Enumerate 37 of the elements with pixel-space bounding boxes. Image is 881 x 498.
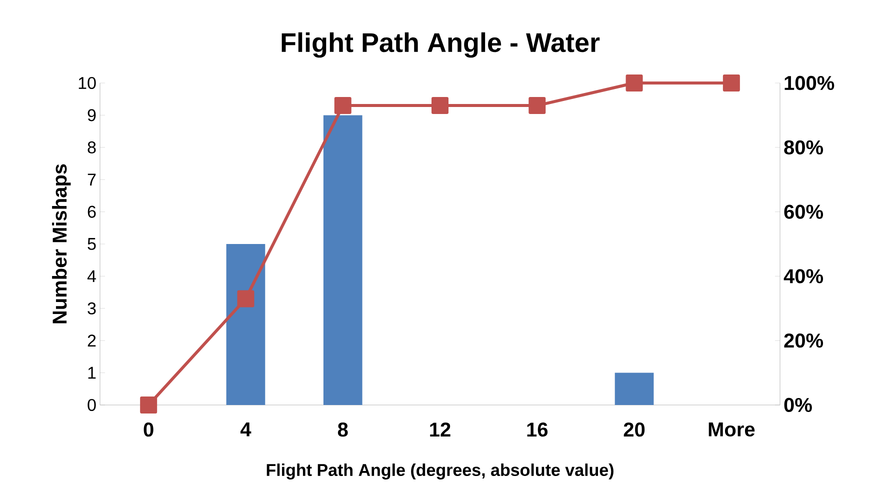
y2-tick-label: 40% (784, 269, 824, 284)
point (528, 97, 546, 114)
bar (323, 115, 362, 405)
y-tick-label: 4 (87, 270, 96, 282)
x-tick-label: More (708, 422, 755, 436)
chart-title: Flight Path Angle - Water (282, 32, 600, 58)
x-tick-label: 20 (624, 422, 645, 437)
y2-tick-label: 80% (784, 140, 824, 154)
y-tick-label: 1 (88, 366, 96, 379)
x-tick-label: 0 (144, 422, 154, 437)
point (722, 74, 740, 92)
y-tick-label: 8 (88, 141, 96, 154)
x-axis-title: Flight Path Angle (degrees, absolute value) (266, 464, 614, 480)
point (432, 97, 448, 114)
y2-tick-label: 20% (784, 334, 824, 348)
y-tick-label: 6 (88, 206, 96, 218)
y2-tick-label: 0% (784, 398, 812, 412)
y-tick-label: 3 (88, 302, 96, 314)
point (626, 74, 643, 92)
y-tick-label: 7 (88, 174, 96, 186)
x-tick-label: 16 (527, 422, 548, 437)
y-tick-label: 2 (88, 334, 96, 347)
y-tick-label: 9 (88, 109, 96, 122)
point (334, 97, 352, 114)
y2-tick-label: 100% (784, 76, 834, 90)
y2-tick-label: 60% (784, 204, 824, 219)
bar (614, 372, 654, 405)
x-tick-label: 8 (338, 422, 348, 437)
bar (226, 244, 266, 405)
y-tick-label: 5 (88, 238, 96, 250)
y-tick-label: 10 (78, 76, 96, 90)
y-tick-label: 0 (88, 398, 96, 412)
y-axis-title: Number Mishaps (52, 164, 71, 324)
x-tick-label: 12 (430, 422, 450, 436)
x-tick-label: 4 (240, 422, 252, 436)
point (140, 396, 158, 414)
point (237, 290, 254, 308)
